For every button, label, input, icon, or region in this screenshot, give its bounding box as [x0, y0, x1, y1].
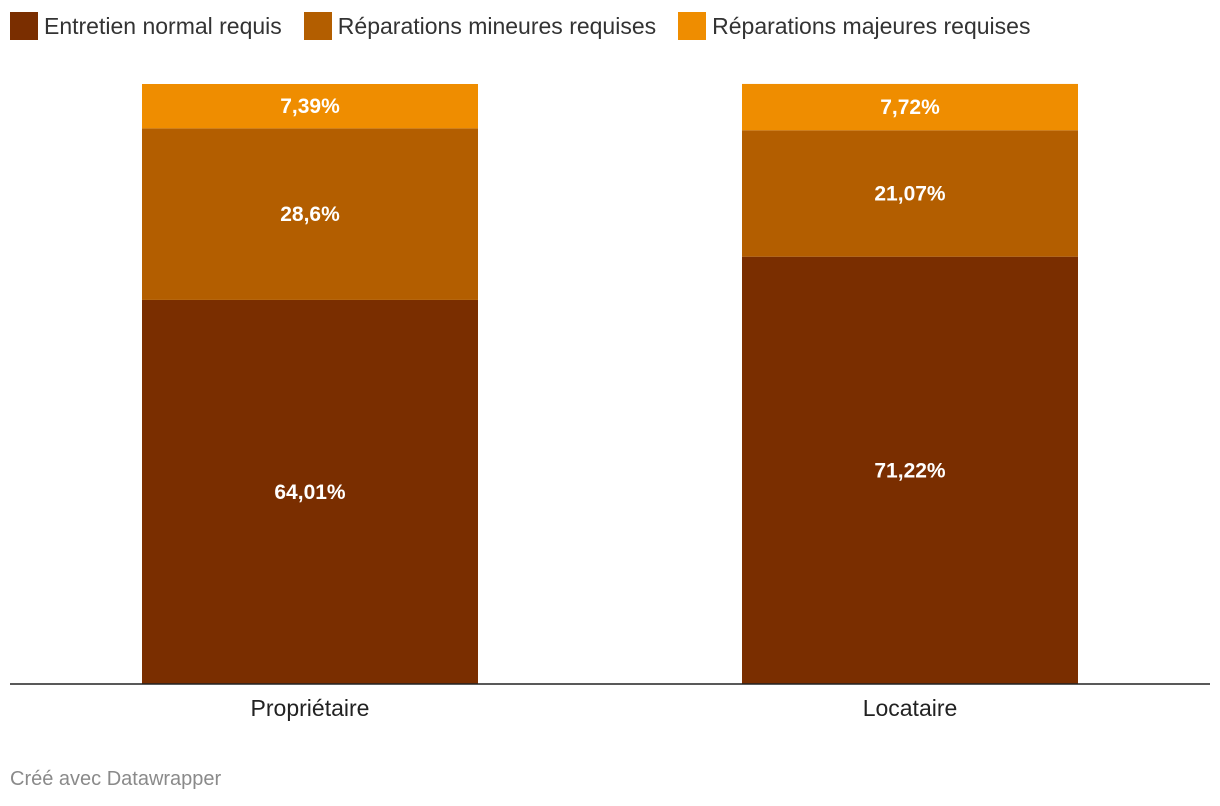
data-label: 71,22%: [874, 459, 946, 482]
bar-segment: [742, 83, 1078, 131]
bar-segment: [142, 128, 478, 300]
bar-segment: [742, 256, 1078, 684]
bar-segment: [142, 299, 478, 684]
bar-segment: [142, 84, 478, 129]
legend-swatch-entretien-normal: [10, 12, 38, 40]
datawrapper-credit: Créé avec Datawrapper: [10, 768, 222, 790]
stacked-bar-chart: 64,01% 28,6% 7,39% Propriétaire 71,22% 21,07%…: [10, 83, 1210, 721]
legend-item-reparations-majeures: Réparations majeures requises: [678, 12, 1030, 40]
data-label: 28,6%: [280, 203, 340, 226]
category-label: Propriétaire: [251, 695, 370, 721]
category-label: Locataire: [863, 695, 958, 721]
legend-label-reparations-mineures: Réparations mineures requises: [337, 12, 657, 39]
legend-item-entretien-normal: Entretien normal requis: [10, 12, 282, 40]
legend-swatch-reparations-majeures: [678, 12, 707, 40]
data-label: 7,72%: [880, 96, 940, 119]
legend-swatch-reparations-mineures: [303, 12, 332, 40]
legend-item-reparations-mineures: Réparations mineures requises: [303, 12, 657, 40]
bar-segment: [742, 130, 1078, 257]
data-label: 21,07%: [874, 182, 946, 205]
legend-label-entretien-normal: Entretien normal requis: [44, 12, 282, 39]
data-label: 64,01%: [274, 481, 346, 504]
chart-legend: Entretien normal requis Réparations mine…: [10, 12, 1030, 40]
data-label: 7,39%: [280, 95, 340, 118]
legend-label-reparations-majeures: Réparations majeures requises: [712, 12, 1031, 39]
